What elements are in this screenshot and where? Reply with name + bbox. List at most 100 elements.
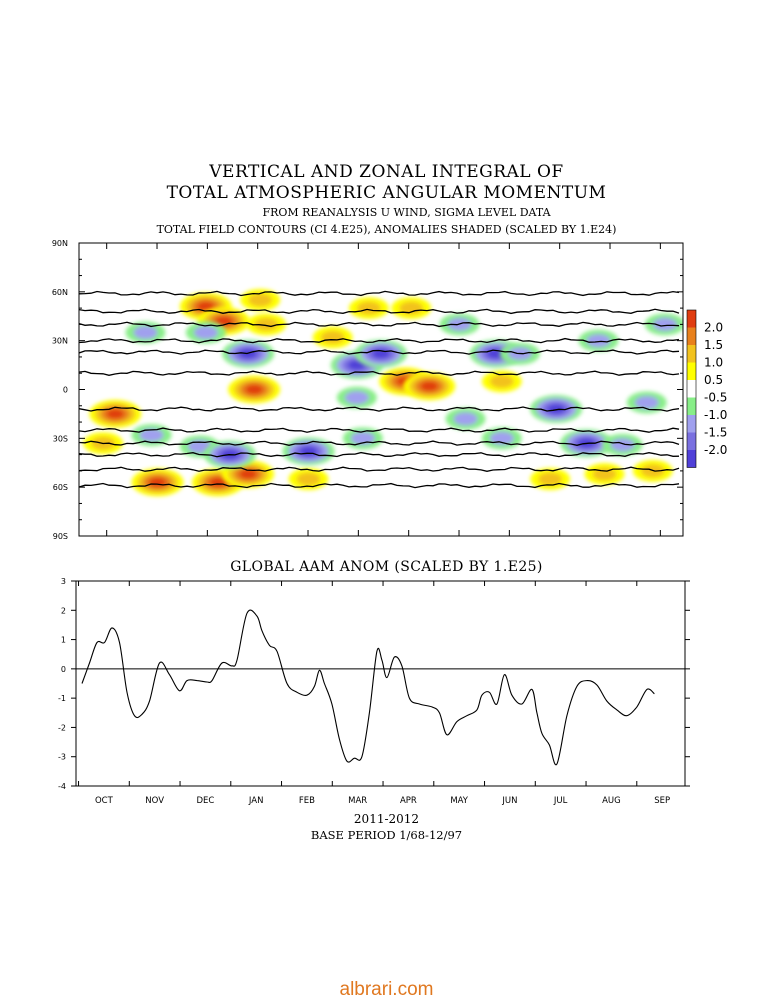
chart-title-line2: TOTAL ATMOSPHERIC ANGULAR MOMENTUM	[166, 183, 607, 203]
x-tick-label: DEC	[196, 796, 214, 806]
contour-line	[79, 370, 680, 376]
contour-line	[79, 337, 680, 344]
anomaly-level	[296, 472, 321, 486]
contour-line	[79, 321, 680, 328]
legend-label: 0.5	[704, 373, 723, 387]
legend-label: -1.5	[704, 426, 727, 440]
legend-swatch	[687, 380, 696, 398]
contour-line	[79, 290, 680, 297]
anomaly-blob	[228, 375, 281, 404]
anomaly-level	[634, 395, 659, 410]
x-tick-label: FEB	[299, 796, 315, 806]
legend-swatch	[687, 432, 696, 450]
legend-label: -0.5	[704, 391, 727, 405]
anomaly-level	[420, 381, 439, 391]
x-tick-label: NOV	[145, 796, 164, 806]
y-tick-label: 0	[61, 665, 66, 674]
anomaly-blob	[131, 468, 184, 497]
anomaly-blob	[246, 313, 287, 336]
anomaly-blob	[530, 395, 583, 424]
y-tick-label: 2	[61, 606, 66, 615]
anomaly-level	[254, 317, 279, 331]
anomaly-level	[356, 301, 381, 315]
x-tick-label: SEP	[654, 796, 670, 806]
anomaly-level	[538, 472, 563, 486]
anomaly-shading	[83, 288, 683, 497]
anomaly-level	[610, 438, 635, 452]
y-tick-label: 0	[63, 386, 68, 395]
anomaly-blob	[336, 386, 377, 409]
legend-frame	[686, 309, 697, 468]
contour-line	[79, 440, 680, 446]
y-tick-label: -3	[58, 753, 66, 762]
contour-line	[79, 349, 680, 355]
contour-line	[79, 466, 680, 472]
anomaly-level	[197, 301, 215, 312]
anomaly-blob	[644, 313, 683, 336]
x-tick-label: MAY	[450, 796, 468, 806]
y-tick-label: 30S	[53, 434, 68, 443]
x-tick-label: JAN	[248, 796, 264, 806]
anomaly-blob	[391, 297, 432, 320]
contour-line	[79, 308, 680, 315]
anomaly-level	[586, 334, 611, 348]
legend-label: 1.0	[704, 356, 723, 370]
chart-subtitle-contours: TOTAL FIELD CONTOURS (CI 4.E25), ANOMALI…	[156, 223, 617, 236]
contour-line	[79, 406, 680, 412]
y-tick-label: 90S	[53, 532, 68, 541]
anomaly-level	[248, 293, 273, 307]
anomaly-blob	[403, 372, 456, 401]
line-chart-axes: 3 2 1 0 -1 -2 -3 -4 OCT NOV DEC JAN FEB MAR APR MAY JUN J…	[58, 577, 690, 806]
legend-swatch	[687, 310, 696, 328]
aam-anomaly-series	[81, 609, 655, 766]
anomaly-blob	[282, 437, 335, 466]
legend-label: -1.0	[704, 408, 727, 422]
legend-swatch	[687, 327, 696, 345]
y-tick-label: 30N	[52, 337, 68, 346]
anomaly-blob	[185, 321, 226, 344]
legend-swatch	[687, 397, 696, 415]
anomaly-level	[652, 317, 677, 331]
anomaly-blob	[578, 329, 619, 352]
anomaly-level	[547, 404, 565, 414]
y-tick-label: 60N	[52, 288, 68, 297]
anomaly-level	[399, 301, 424, 315]
y-tick-label: -4	[58, 782, 66, 791]
anomaly-level	[148, 477, 167, 487]
anomaly-level	[239, 469, 257, 479]
legend-label: 2.0	[704, 321, 723, 335]
legend-label: 1.5	[704, 338, 723, 352]
legend-label: -2.0	[704, 443, 727, 457]
anomaly-level	[139, 428, 164, 442]
anomaly-blob	[602, 433, 643, 456]
y-tick-label: -2	[58, 723, 66, 732]
color-legend: 2.0 1.5 1.0 0.5 -0.5 -1.0 -1.5 -2.0	[686, 309, 727, 468]
contour-line	[79, 482, 680, 489]
x-tick-label: OCT	[95, 796, 114, 806]
anomaly-blob	[355, 339, 407, 368]
y-tick-label: 90N	[52, 239, 68, 248]
y-tick-label: -1	[58, 694, 66, 703]
anomaly-blob	[131, 424, 172, 447]
anomaly-blob	[530, 468, 571, 491]
anomaly-blob	[481, 370, 522, 393]
anomaly-blob	[125, 321, 166, 344]
y-tick-label: 3	[61, 577, 66, 586]
x-tick-label: MAR	[348, 796, 367, 806]
aam-heatmap: 90N 60N 30N 0 30S 60S 90S 2.0 1.5 1.0 0.5 -0.5 -1.0…	[52, 239, 728, 541]
anomaly-blob	[584, 463, 625, 486]
anomaly-level	[453, 412, 478, 426]
anomaly-level	[344, 391, 369, 405]
x-axis-years: 2011-2012	[353, 812, 420, 826]
anomaly-level	[320, 330, 345, 345]
anomaly-blob	[89, 399, 142, 428]
watermark-text: albrari.com	[339, 979, 434, 1000]
anomaly-blob	[445, 407, 486, 430]
chart-title-line1: VERTICAL AND ZONAL INTEGRAL OF	[209, 162, 564, 182]
anomaly-level	[489, 374, 514, 388]
legend-swatch	[687, 345, 696, 363]
legend-swatch	[687, 450, 696, 468]
anomaly-level	[133, 325, 158, 340]
line-chart-frame	[75, 580, 686, 787]
x-tick-label: JUN	[501, 796, 517, 806]
